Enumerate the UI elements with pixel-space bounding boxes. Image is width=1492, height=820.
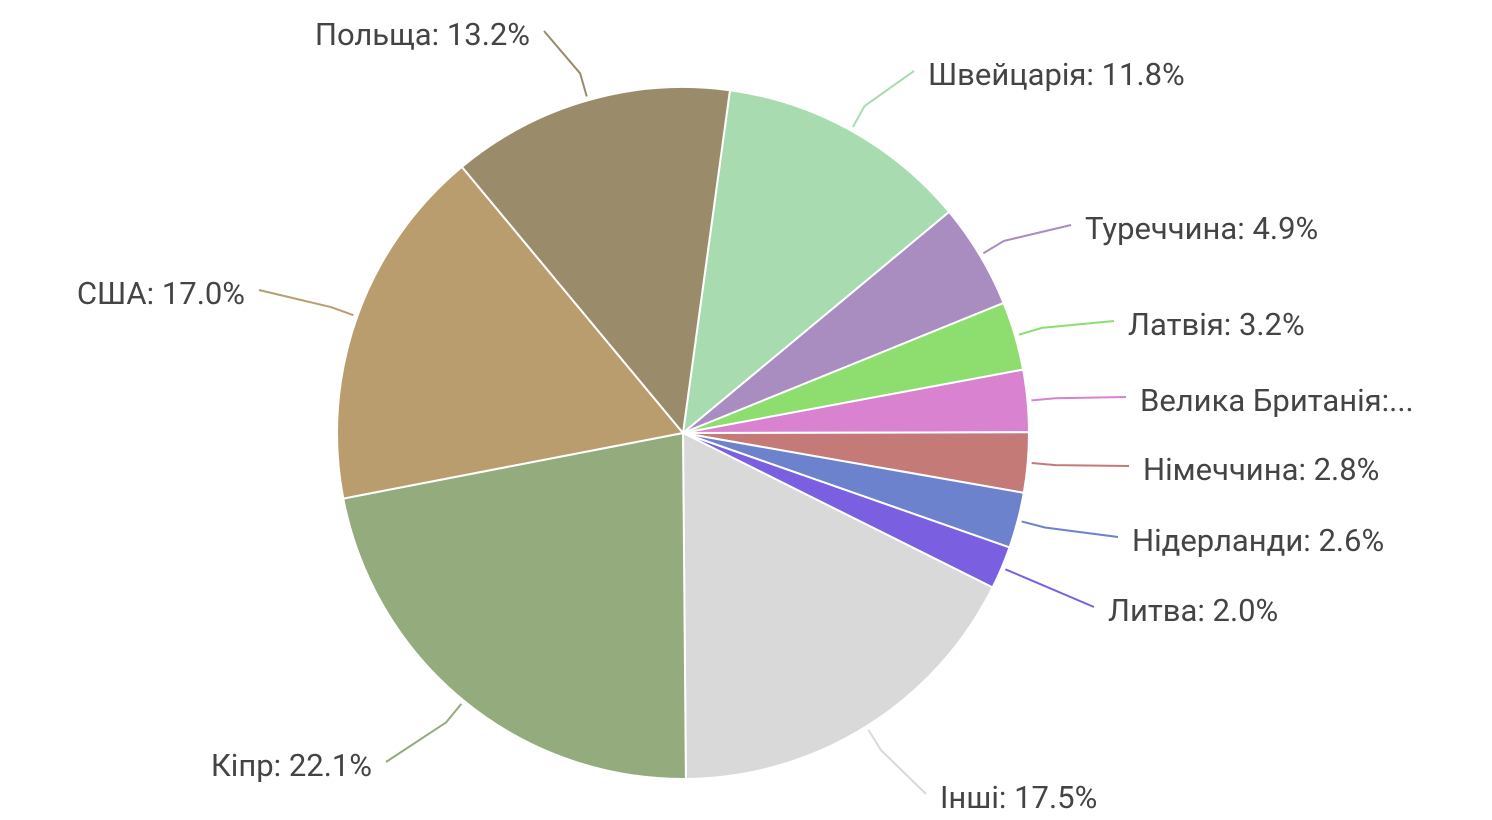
pie-slice xyxy=(681,89,951,436)
data-label: Литва: 2.0% xyxy=(1108,592,1278,629)
pie-slice xyxy=(342,431,687,780)
data-label: США: 17.0% xyxy=(77,275,245,312)
leader-line xyxy=(1004,568,1095,608)
leader-line xyxy=(258,289,354,317)
leader-line xyxy=(982,224,1072,255)
leader-line xyxy=(867,729,927,795)
leader-line xyxy=(543,30,588,97)
leader-line xyxy=(1021,520,1119,538)
data-label: Інші: 17.5% xyxy=(940,779,1097,816)
leader-line xyxy=(1031,396,1127,402)
pie-slice xyxy=(460,86,732,436)
leader-line xyxy=(852,70,915,128)
data-label: Велика Британія:... xyxy=(1140,382,1414,419)
pie-slice xyxy=(681,431,994,780)
pie-slice xyxy=(336,165,685,500)
leader-line xyxy=(1031,462,1130,467)
data-label: Німеччина: 2.8% xyxy=(1143,451,1379,488)
data-label: Польща: 13.2% xyxy=(315,16,530,53)
data-label: Швейцарія: 11.8% xyxy=(928,56,1185,93)
leader-line xyxy=(1018,320,1115,336)
data-label: Кіпр: 22.1% xyxy=(211,747,372,784)
leader-line xyxy=(385,703,463,763)
data-label: Туреччина: 4.9% xyxy=(1085,210,1318,247)
data-label: Нідерланди: 2.6% xyxy=(1132,522,1384,559)
data-label: Латвія: 3.2% xyxy=(1128,306,1305,343)
